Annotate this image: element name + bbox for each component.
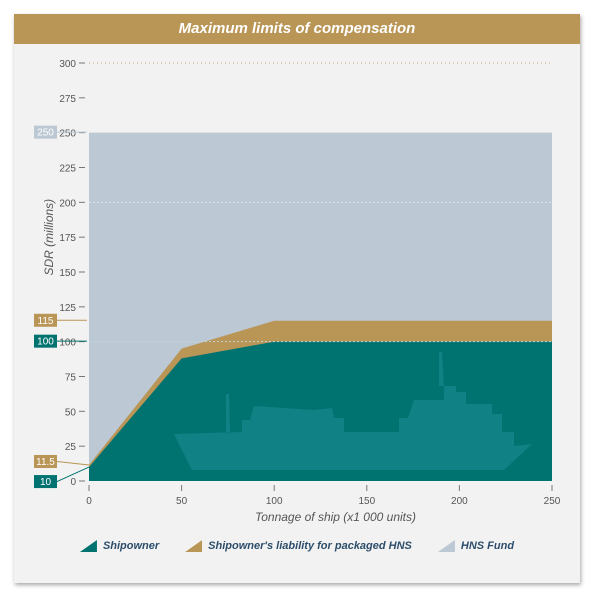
y-axis-title: SDR (millions) xyxy=(42,199,56,276)
callout-label: 250 xyxy=(37,128,54,139)
y-tick-label: 100 xyxy=(59,338,76,349)
legend-swatch-packaged-hns xyxy=(185,540,203,552)
y-tick-label: 0 xyxy=(70,477,76,488)
callout-label: 11.5 xyxy=(36,457,55,468)
callout-label: 100 xyxy=(37,337,54,348)
y-tick-label: 200 xyxy=(59,198,76,209)
x-axis-title: Tonnage of ship (x1 000 units) xyxy=(255,510,416,524)
x-tick-label: 150 xyxy=(358,496,375,507)
legend: Shipowner Shipowner's liability for pack… xyxy=(14,536,580,556)
y-tick-label: 25 xyxy=(65,442,77,453)
chart-card: Maximum limits of compensation 0 25 50 75 10… xyxy=(14,14,580,583)
legend-label-shipowner: Shipowner xyxy=(102,540,160,552)
callout-badge xyxy=(34,454,57,468)
y-tick-label: 50 xyxy=(65,407,77,418)
y-tick-label: 75 xyxy=(65,373,77,384)
y-tick-label: 175 xyxy=(59,233,76,244)
y-tick-label: 275 xyxy=(59,94,76,105)
area-chart: 0 25 50 75 100 125 150 175 200 225 250 275 300 0 50 100… xyxy=(34,59,561,524)
legend-swatch-shipowner xyxy=(79,540,97,552)
y-tick-label: 250 xyxy=(59,129,76,140)
legend-label-hns-fund: HNS Fund xyxy=(460,540,515,552)
legend-label-packaged-hns: Shipowner's liability for packaged HNS xyxy=(208,540,412,552)
y-tick-label: 225 xyxy=(59,164,76,175)
callout-leader xyxy=(56,460,90,466)
chart-title: Maximum limits of compensation xyxy=(14,14,580,44)
ship-icon xyxy=(174,352,532,470)
callout-badge xyxy=(34,475,57,489)
x-tick-label: 0 xyxy=(86,496,92,507)
legend-swatch-hns-fund xyxy=(437,540,455,552)
y-tick-label: 125 xyxy=(59,303,76,314)
legend-item-hns-fund: HNS Fund xyxy=(437,540,515,552)
x-tick-label: 50 xyxy=(176,496,188,507)
y-tick-label: 150 xyxy=(59,268,76,279)
legend-item-packaged-hns: Shipowner's liability for packaged HNS xyxy=(185,540,412,552)
callout-label: 115 xyxy=(38,316,54,327)
callout-leader xyxy=(56,466,90,483)
callout-badge xyxy=(34,313,57,327)
x-tick-label: 200 xyxy=(451,496,468,507)
callout-badge xyxy=(34,334,57,348)
legend-item-shipowner: Shipowner xyxy=(79,540,160,552)
callout-label: 10 xyxy=(40,477,52,488)
callout-badge xyxy=(34,125,57,139)
y-tick-label: 300 xyxy=(59,59,76,70)
x-tick-label: 250 xyxy=(544,496,561,507)
x-tick-label: 100 xyxy=(266,496,283,507)
